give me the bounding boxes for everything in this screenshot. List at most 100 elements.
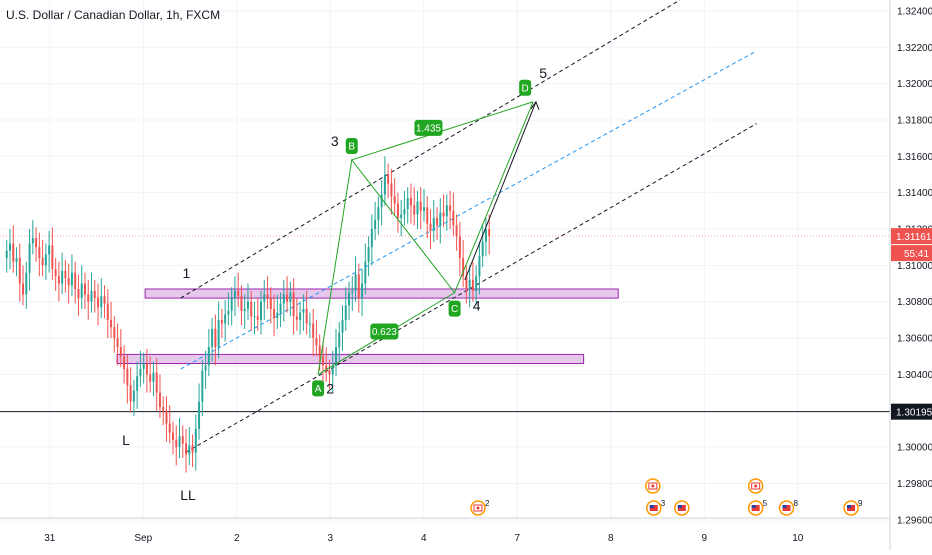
candle-body: [149, 374, 152, 382]
candle-body: [387, 174, 390, 184]
time-tick-label: 9: [701, 533, 707, 544]
candle-body: [191, 445, 194, 453]
candle: [194, 414, 197, 471]
candle-body: [22, 283, 25, 295]
candle-body: [230, 298, 233, 311]
flag-us-canton: [677, 505, 682, 508]
candle-body: [354, 274, 357, 291]
candle-body: [449, 205, 452, 211]
candle-body: [436, 218, 439, 226]
candle-body: [432, 218, 435, 231]
candle: [80, 265, 83, 309]
candle: [38, 232, 41, 277]
candle-body: [468, 279, 471, 289]
event-count: 2: [485, 499, 490, 508]
candle-body: [390, 183, 393, 197]
candle-body: [429, 223, 432, 231]
candle-body: [83, 283, 86, 295]
price-tick-label: 1.30600: [897, 334, 932, 345]
economic-event-icon: 2: [470, 499, 490, 516]
candle: [325, 347, 328, 382]
candle-body: [341, 319, 344, 333]
candle-body: [439, 212, 442, 226]
candle: [25, 261, 28, 309]
candle: [132, 379, 135, 417]
candle: [400, 199, 403, 237]
candle: [413, 187, 416, 226]
candle: [15, 247, 18, 277]
candle: [64, 259, 67, 293]
candle: [374, 201, 377, 240]
candle: [116, 323, 119, 366]
candle-body: [462, 258, 465, 277]
candle: [471, 261, 474, 302]
candle: [436, 207, 439, 240]
candle: [289, 281, 292, 317]
candle: [201, 359, 204, 417]
candle-body: [113, 327, 116, 339]
candle: [364, 243, 367, 295]
candle-body: [475, 276, 478, 291]
candle-body: [370, 229, 373, 248]
candle: [103, 285, 106, 319]
candle-body: [51, 245, 54, 269]
pattern-point-badge-text: A: [315, 384, 322, 395]
candle: [419, 187, 422, 230]
candle-body: [152, 372, 155, 382]
price-tick-label: 1.30400: [897, 370, 932, 381]
candle-body: [217, 319, 220, 348]
candle: [70, 254, 73, 297]
pattern-point-badge-box: [519, 79, 532, 96]
candle: [35, 227, 38, 262]
candle-body: [44, 254, 47, 266]
candle-body: [403, 209, 406, 215]
candle-body: [90, 290, 93, 302]
candle: [292, 278, 295, 335]
candle-body: [142, 363, 145, 369]
candle: [341, 305, 344, 351]
candle-body: [110, 319, 113, 328]
candle-body: [331, 365, 334, 375]
candle: [48, 230, 51, 273]
candle: [308, 312, 311, 339]
candle: [243, 294, 246, 329]
candle: [8, 229, 11, 269]
economic-event-icon: [747, 478, 764, 494]
candle-body: [57, 276, 60, 284]
candle-body: [119, 347, 122, 357]
countdown-value: 55:41: [904, 249, 929, 260]
candle-body: [198, 401, 201, 429]
candle: [90, 272, 93, 313]
candle: [370, 214, 373, 266]
candle-body: [419, 201, 422, 211]
projection-arrowhead: [530, 100, 540, 110]
candle: [442, 194, 445, 228]
candle: [263, 279, 266, 320]
candle: [455, 214, 458, 251]
candle-body: [237, 290, 240, 297]
candle: [423, 189, 426, 222]
candle-body: [103, 296, 106, 304]
countdown-badge: [891, 245, 932, 262]
swing-label: L: [122, 432, 130, 448]
price-tick-label: 1.29600: [897, 515, 932, 526]
candle-body: [409, 198, 412, 206]
candle-body: [416, 201, 419, 215]
candle: [302, 294, 305, 331]
economic-event-icon: [645, 478, 661, 494]
candle-body: [158, 392, 161, 408]
candle-body: [136, 376, 139, 391]
candle-body: [413, 205, 416, 215]
event-count: 8: [794, 499, 799, 508]
candle-body: [344, 305, 347, 320]
candle: [93, 279, 96, 313]
candle-body: [423, 207, 426, 211]
candle-body: [276, 312, 279, 319]
candle: [149, 356, 152, 393]
candle: [237, 272, 240, 308]
candle-body: [201, 370, 204, 402]
candle-body: [383, 174, 386, 195]
candle: [67, 263, 70, 304]
candle-body: [70, 272, 73, 286]
